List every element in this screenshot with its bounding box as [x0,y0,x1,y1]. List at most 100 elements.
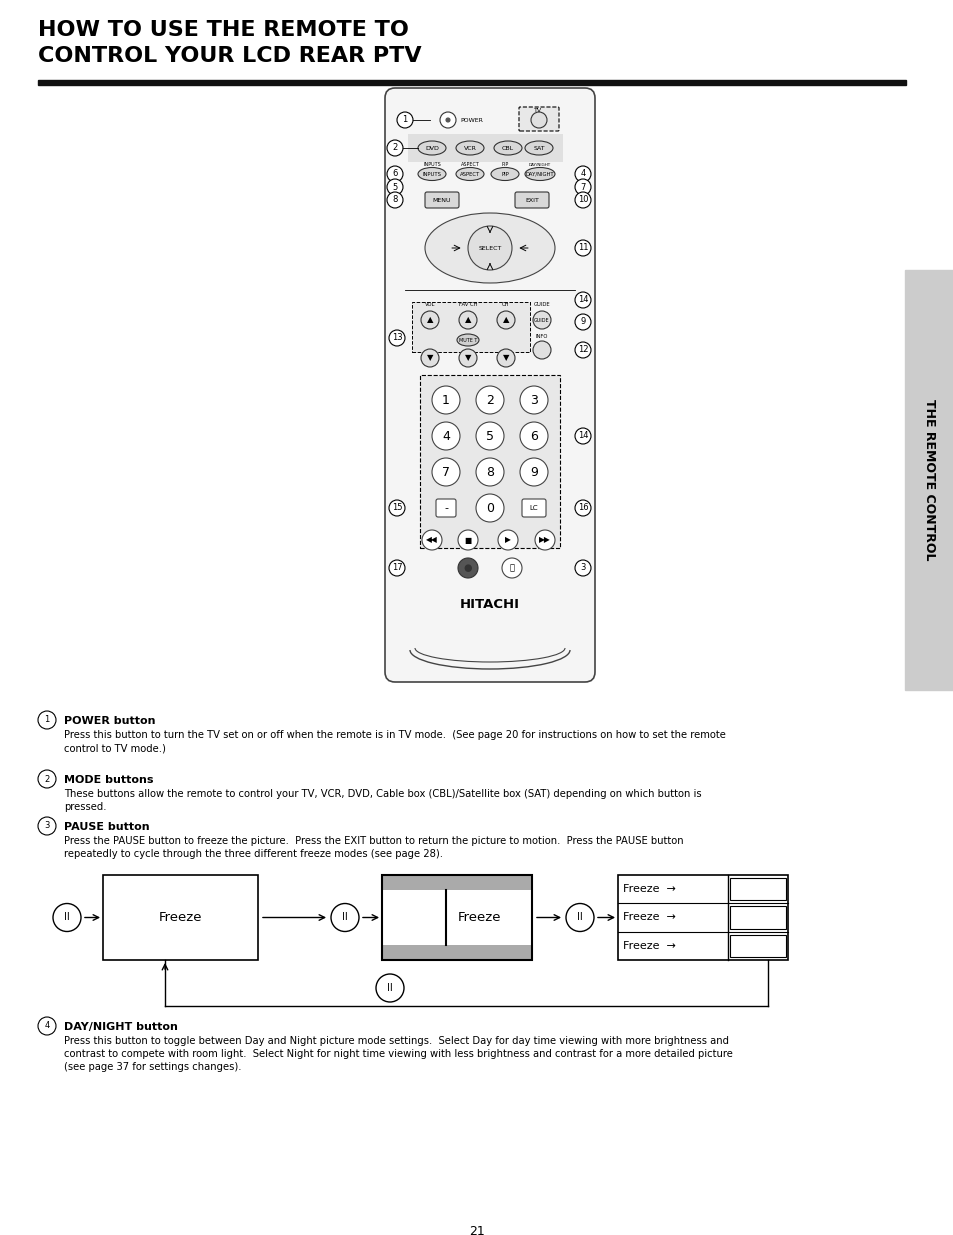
Text: 5: 5 [392,183,397,191]
Circle shape [497,350,515,367]
Text: HOW TO USE THE REMOTE TO: HOW TO USE THE REMOTE TO [38,20,409,40]
Circle shape [387,191,402,207]
Circle shape [389,330,405,346]
Text: ▶▶: ▶▶ [538,536,550,545]
Text: 15: 15 [392,504,402,513]
Text: 13: 13 [392,333,402,342]
Circle shape [501,558,521,578]
Circle shape [575,500,590,516]
Circle shape [432,387,459,414]
Circle shape [519,458,547,487]
Circle shape [476,458,503,487]
Text: SAT: SAT [533,146,544,151]
Text: LC: LC [529,505,537,511]
Text: ▲: ▲ [426,315,433,325]
Ellipse shape [524,141,553,156]
Text: GUIDE: GUIDE [534,317,549,322]
Circle shape [387,140,402,156]
Text: These buttons allow the remote to control your TV, VCR, DVD, Cable box (CBL)/Sat: These buttons allow the remote to contro… [64,789,700,813]
Text: 3: 3 [530,394,537,406]
Circle shape [476,387,503,414]
Circle shape [457,530,477,550]
Circle shape [575,559,590,576]
Circle shape [519,387,547,414]
Text: 7: 7 [441,466,450,478]
FancyBboxPatch shape [436,499,456,517]
Ellipse shape [491,168,518,180]
Text: Freeze: Freeze [457,911,500,924]
Text: 1: 1 [402,116,407,125]
Text: VOL: VOL [424,303,435,308]
Circle shape [432,422,459,450]
Text: DVD: DVD [425,146,438,151]
Ellipse shape [417,141,446,156]
Bar [904,270,953,690]
Circle shape [457,558,477,578]
Text: Freeze: Freeze [158,911,202,924]
Text: 6: 6 [392,169,397,179]
Text: 9: 9 [579,317,585,326]
Text: 9: 9 [530,466,537,478]
Ellipse shape [524,168,555,180]
Text: MUTE T: MUTE T [458,337,476,342]
Text: 4: 4 [45,1021,50,1030]
Circle shape [575,191,590,207]
Ellipse shape [417,168,446,180]
Text: POWER: POWER [459,117,482,122]
Circle shape [458,350,476,367]
Text: 2: 2 [45,774,50,783]
Text: CBL: CBL [501,146,514,151]
Circle shape [389,500,405,516]
Circle shape [476,494,503,522]
Text: ▼: ▼ [426,353,433,363]
Text: 1: 1 [441,394,450,406]
Text: 14: 14 [578,295,588,305]
Text: MENU: MENU [433,198,451,203]
Circle shape [396,112,413,128]
Text: Press this button to turn the TV set on or off when the remote is in TV mode.  (: Press this button to turn the TV set on … [64,730,725,753]
Text: -: - [443,503,448,513]
Text: 21: 21 [469,1225,484,1235]
Circle shape [497,311,515,329]
Bar [729,878,785,900]
Text: 2: 2 [485,394,494,406]
Circle shape [420,350,438,367]
Text: 14: 14 [578,431,588,441]
Bar [618,876,787,960]
Text: 3: 3 [44,821,50,830]
Text: GUIDE: GUIDE [533,303,550,308]
Bar [412,303,530,352]
Text: ASPECT: ASPECT [460,163,479,168]
Circle shape [575,165,590,182]
Text: 6: 6 [530,430,537,442]
Circle shape [38,1016,56,1035]
Text: VCR: VCR [463,146,476,151]
Text: II: II [387,983,393,993]
Text: ■: ■ [464,536,471,545]
Text: ◀◀: ◀◀ [426,536,437,545]
Bar [381,945,532,960]
Circle shape [38,711,56,729]
Bar [381,876,532,960]
Text: PIP: PIP [501,163,508,168]
Circle shape [533,341,551,359]
Circle shape [387,179,402,195]
Text: CH: CH [501,303,509,308]
Bar [103,876,257,960]
Text: 3: 3 [579,563,585,573]
Circle shape [575,342,590,358]
Text: DAY/NIGHT: DAY/NIGHT [525,172,554,177]
Circle shape [458,311,476,329]
Bar [381,876,532,890]
Text: Freeze  →: Freeze → [622,884,675,894]
Text: INPUTS: INPUTS [423,163,440,168]
Circle shape [420,311,438,329]
Text: FAV CH: FAV CH [458,303,476,308]
Text: 8: 8 [392,195,397,205]
Text: 7: 7 [579,183,585,191]
Text: ▲: ▲ [464,315,471,325]
Text: SELECT: SELECT [477,246,501,251]
Text: PAUSE button: PAUSE button [64,823,150,832]
Circle shape [432,458,459,487]
Bar [408,135,562,162]
